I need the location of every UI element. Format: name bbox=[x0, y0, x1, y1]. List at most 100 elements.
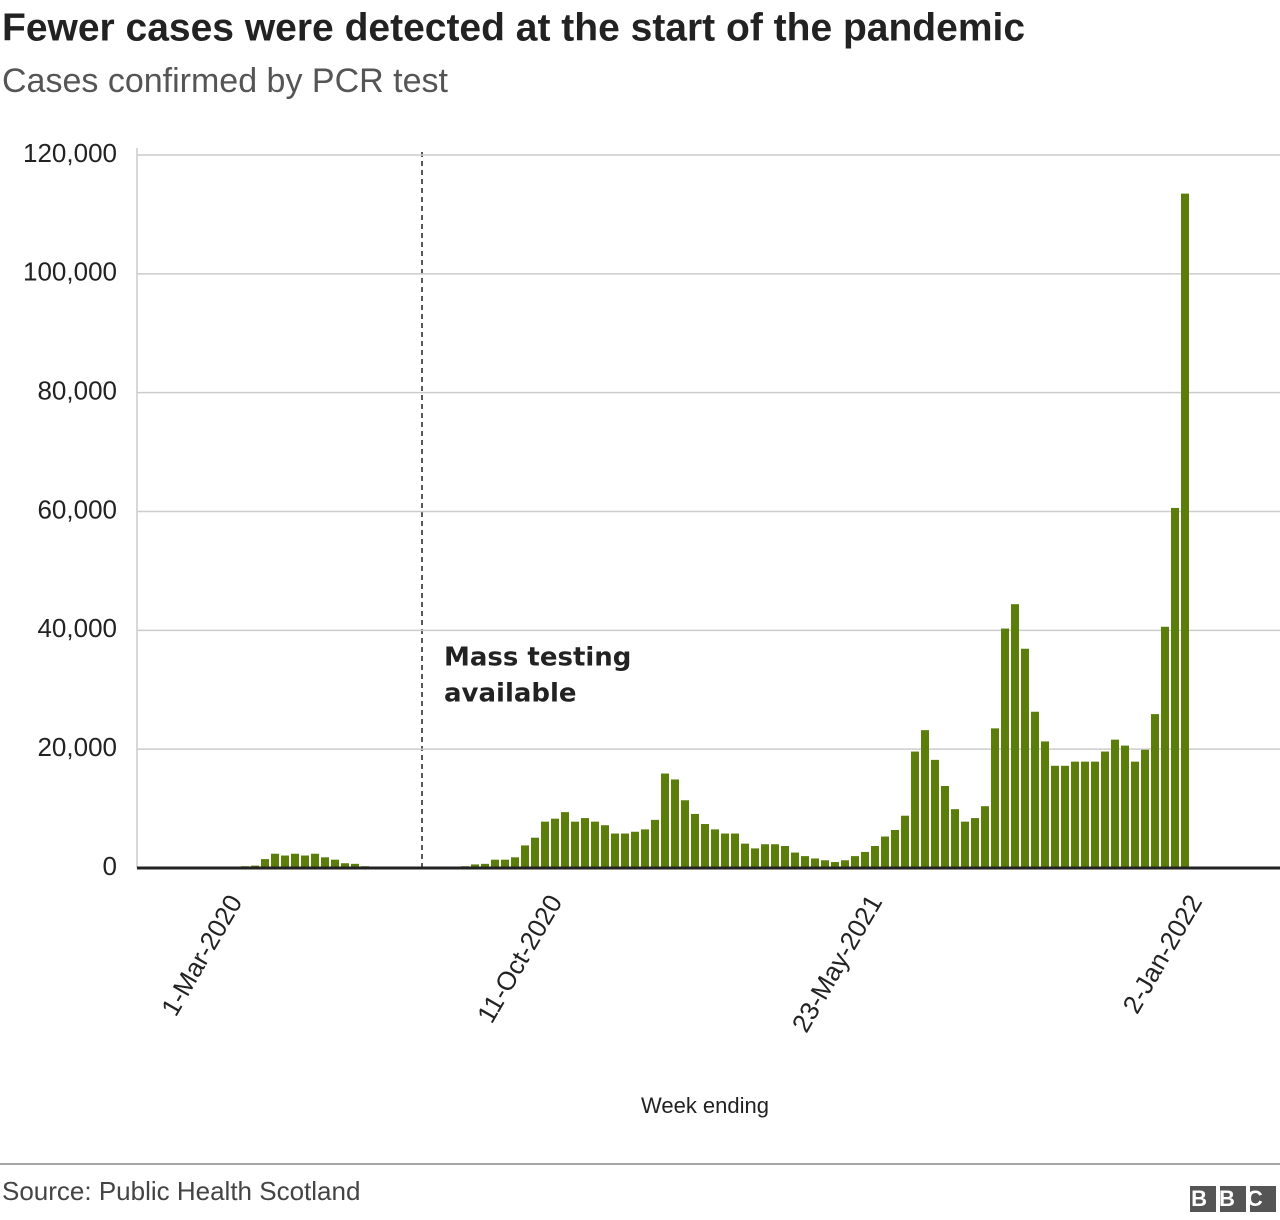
bar bbox=[661, 773, 669, 868]
bar bbox=[921, 730, 929, 868]
annotation: Mass testing bbox=[444, 643, 631, 673]
logo-text: BBC bbox=[1191, 1186, 1275, 1211]
bar bbox=[891, 829, 899, 868]
bar bbox=[1181, 193, 1189, 868]
bar bbox=[711, 829, 719, 868]
bar bbox=[621, 833, 629, 868]
bar bbox=[541, 821, 549, 868]
y-tick-label: 0 bbox=[103, 851, 117, 881]
y-tick-label: 60,000 bbox=[37, 494, 117, 524]
bar bbox=[821, 860, 829, 868]
bar bbox=[321, 857, 329, 868]
bar bbox=[351, 863, 359, 868]
bar bbox=[631, 831, 639, 868]
bar bbox=[851, 856, 859, 868]
bar bbox=[731, 833, 739, 868]
bar bbox=[281, 855, 289, 868]
bar bbox=[1141, 749, 1149, 868]
bar bbox=[651, 819, 659, 868]
bar bbox=[1011, 604, 1019, 868]
annotation: available bbox=[444, 679, 577, 709]
bar bbox=[1021, 648, 1029, 868]
bar bbox=[611, 833, 619, 868]
bar bbox=[931, 759, 939, 868]
bar bbox=[291, 853, 299, 868]
bar bbox=[591, 821, 599, 868]
source: Source: Public Health Scotland bbox=[2, 1176, 360, 1206]
bar bbox=[301, 855, 309, 868]
bar bbox=[1171, 507, 1179, 868]
bar bbox=[671, 779, 679, 868]
bar bbox=[1051, 765, 1059, 868]
bar bbox=[691, 813, 699, 868]
bar bbox=[1091, 761, 1099, 868]
bar bbox=[861, 851, 869, 868]
chart-title: Fewer cases were detected at the start o… bbox=[2, 6, 1025, 49]
bar bbox=[531, 837, 539, 868]
bar bbox=[771, 844, 779, 868]
bar bbox=[1161, 626, 1169, 868]
bar bbox=[271, 853, 279, 868]
bar bbox=[491, 859, 499, 868]
logo-block bbox=[1250, 1186, 1276, 1212]
bar bbox=[941, 786, 949, 868]
bar bbox=[261, 859, 269, 868]
bar bbox=[741, 843, 749, 868]
bar bbox=[681, 800, 689, 868]
bar bbox=[791, 852, 799, 868]
bar bbox=[721, 833, 729, 868]
bar bbox=[551, 818, 559, 868]
y-tick-label: 20,000 bbox=[37, 732, 117, 762]
bar bbox=[481, 863, 489, 868]
bar bbox=[601, 825, 609, 868]
bar bbox=[961, 821, 969, 868]
bar bbox=[811, 858, 819, 868]
bar bbox=[951, 809, 959, 868]
y-tick-label: 80,000 bbox=[37, 376, 117, 406]
bar bbox=[761, 844, 769, 868]
bar bbox=[781, 846, 789, 868]
bar bbox=[1001, 628, 1009, 868]
bar bbox=[1151, 714, 1159, 868]
bar bbox=[831, 862, 839, 868]
bar bbox=[871, 846, 879, 868]
bar bbox=[971, 818, 979, 868]
bar bbox=[1081, 761, 1089, 868]
logo-block bbox=[1220, 1186, 1246, 1212]
bar bbox=[571, 821, 579, 868]
logo: BBC bbox=[1190, 1186, 1276, 1212]
bar bbox=[841, 860, 849, 868]
bar bbox=[561, 812, 569, 868]
bar bbox=[991, 728, 999, 868]
bar bbox=[521, 845, 529, 868]
bar bbox=[981, 806, 989, 868]
bar bbox=[511, 857, 519, 868]
bar bbox=[1121, 745, 1129, 868]
y-tick-label: 100,000 bbox=[23, 257, 117, 287]
x-tick-label: 2-Jan-2022 bbox=[1116, 889, 1208, 1018]
bar bbox=[1131, 761, 1139, 868]
bar bbox=[471, 864, 479, 868]
bar bbox=[801, 856, 809, 868]
bar bbox=[1061, 765, 1069, 868]
bar bbox=[1071, 761, 1079, 868]
bar bbox=[311, 853, 319, 868]
logo-block bbox=[1190, 1186, 1216, 1212]
x-tick-label: 23-May-2021 bbox=[786, 889, 889, 1037]
bar bbox=[581, 818, 589, 868]
x-tick-label: 11-Oct-2020 bbox=[471, 889, 568, 1027]
bar bbox=[1111, 739, 1119, 868]
bar bbox=[331, 859, 339, 868]
bar bbox=[1041, 741, 1049, 868]
bar bbox=[751, 848, 759, 868]
chart-subtitle: Cases confirmed by PCR test bbox=[2, 62, 448, 100]
bar bbox=[701, 824, 709, 868]
y-tick-label: 120,000 bbox=[23, 138, 117, 168]
bar bbox=[901, 815, 909, 868]
x-axis-label: Week ending bbox=[641, 1093, 769, 1118]
bar bbox=[881, 836, 889, 868]
bar bbox=[1031, 711, 1039, 868]
bar bbox=[341, 863, 349, 868]
bar bbox=[911, 751, 919, 868]
